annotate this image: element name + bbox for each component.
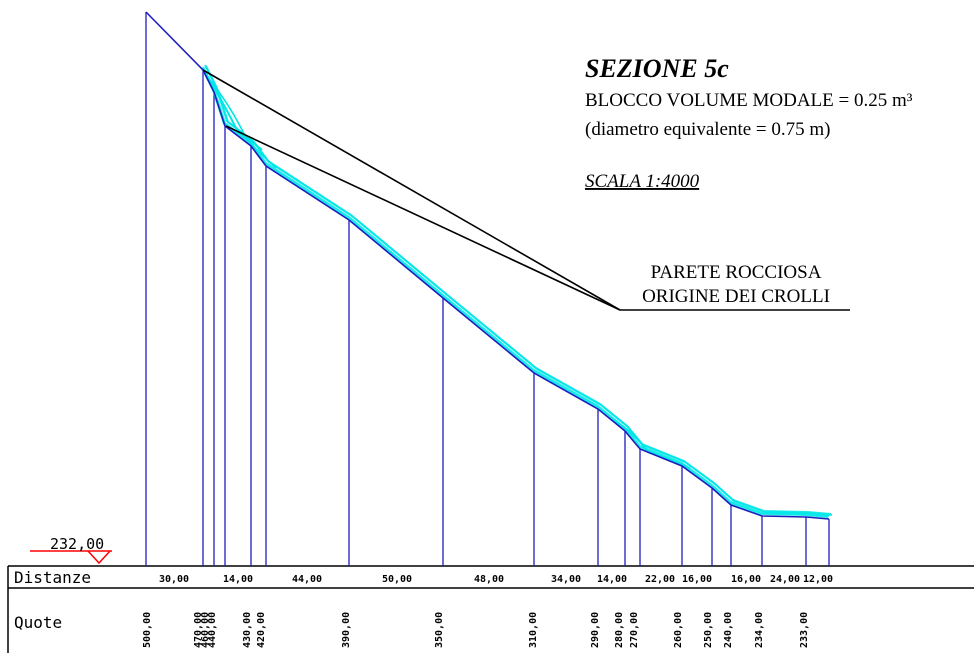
- quota-value: 310,00: [528, 612, 539, 648]
- quota-value: 270,00: [629, 612, 640, 648]
- section-title: SEZIONE 5c: [585, 54, 729, 83]
- trajectory-line: [201, 67, 829, 518]
- quota-value: 290,00: [590, 612, 601, 648]
- quota-value: 460,00: [200, 612, 211, 648]
- quota-value: 260,00: [673, 612, 684, 648]
- distance-value: 14,00: [597, 574, 627, 585]
- trajectory-line: [202, 66, 830, 517]
- distance-value: 34,00: [551, 574, 581, 585]
- annotation-line-1: PARETE ROCCIOSA: [651, 262, 822, 283]
- distance-value: 50,00: [382, 574, 412, 585]
- quota-value: 250,00: [703, 612, 714, 648]
- distance-value: 12,00: [803, 574, 833, 585]
- distance-value: 16,00: [682, 574, 712, 585]
- distance-value: 16,00: [731, 574, 761, 585]
- quota-value: 233,00: [799, 612, 810, 648]
- quota-value: 470,00: [193, 612, 204, 648]
- distances-label: Distanze: [14, 568, 91, 587]
- datum-triangle: [87, 550, 111, 565]
- quota-value: 430,00: [242, 612, 253, 648]
- profile-table: Distanze Quote 30,00 14,00 44,00 50,00 48,00…: [7, 565, 974, 653]
- equivalent-diameter-text: (diametro equivalente = 0.75 m): [585, 119, 831, 140]
- distance-value: 24,00: [770, 574, 800, 585]
- scale-text: SCALA 1:4000: [585, 171, 700, 192]
- datum-value: 232,00: [50, 535, 104, 553]
- source-line-lower: [225, 125, 621, 311]
- distance-value: 22,00: [645, 574, 675, 585]
- distance-value: 44,00: [292, 574, 322, 585]
- distance-value: 30,00: [159, 574, 189, 585]
- block-volume-text: BLOCCO VOLUME MODALE = 0.25 m³: [585, 90, 913, 111]
- quotes-label: Quote: [14, 613, 62, 632]
- quota-value: 280,00: [614, 612, 625, 648]
- quota-value: 420,00: [256, 612, 267, 648]
- trajectory-bounce: [209, 79, 277, 169]
- quota-value: 440,00: [207, 612, 218, 648]
- distance-values: 30,00 14,00 44,00 50,00 48,00 34,00 14,00 22,00…: [159, 574, 833, 585]
- quota-value: 350,00: [434, 612, 445, 648]
- quota-value: 240,00: [723, 612, 734, 648]
- quota-value: 390,00: [341, 612, 352, 648]
- source-area-lines: [202, 69, 850, 311]
- station-lines: [145, 12, 830, 566]
- quota-value: 500,00: [142, 612, 153, 648]
- datum-marker: 232,00: [30, 535, 112, 565]
- source-line-upper: [202, 69, 621, 311]
- distance-value: 48,00: [474, 574, 504, 585]
- annotation-line-2: ORIGINE DEI CROLLI: [642, 286, 830, 307]
- distance-value: 14,00: [223, 574, 253, 585]
- quota-value: 234,00: [754, 612, 765, 648]
- terrain-profile: [145, 11, 830, 520]
